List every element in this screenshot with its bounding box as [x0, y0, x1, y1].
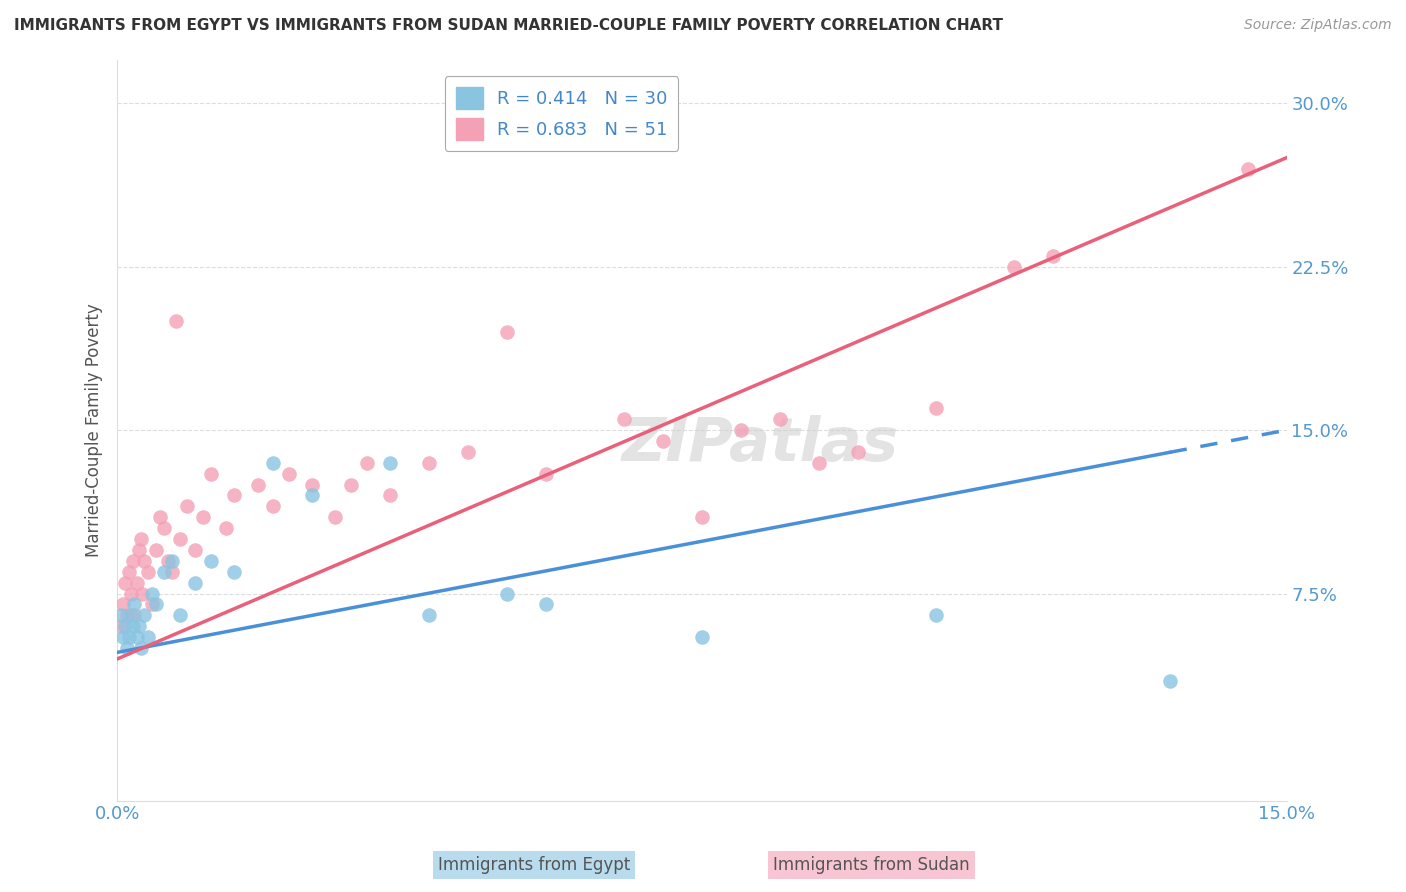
- Point: [134, 554, 156, 568]
- Point: [925, 608, 948, 623]
- Point: [224, 488, 246, 502]
- Point: [690, 630, 713, 644]
- Y-axis label: Married-Couple Family Poverty: Married-Couple Family Poverty: [86, 303, 103, 557]
- Point: [138, 630, 160, 644]
- Point: [131, 586, 153, 600]
- Point: [176, 500, 198, 514]
- Point: [1236, 161, 1258, 176]
- Point: [115, 641, 138, 656]
- Point: [340, 477, 363, 491]
- Point: [378, 456, 401, 470]
- Point: [418, 456, 440, 470]
- Point: [128, 619, 150, 633]
- Text: IMMIGRANTS FROM EGYPT VS IMMIGRANTS FROM SUDAN MARRIED-COUPLE FAMILY POVERTY COR: IMMIGRANTS FROM EGYPT VS IMMIGRANTS FROM…: [14, 18, 1002, 33]
- Point: [124, 608, 146, 623]
- Point: [534, 598, 557, 612]
- Point: [613, 412, 636, 426]
- Point: [169, 608, 191, 623]
- Point: [496, 325, 519, 339]
- Point: [769, 412, 792, 426]
- Point: [496, 586, 519, 600]
- Point: [156, 554, 179, 568]
- Point: [184, 543, 207, 558]
- Point: [110, 608, 132, 623]
- Point: [141, 598, 163, 612]
- Point: [1042, 249, 1064, 263]
- Text: Source: ZipAtlas.com: Source: ZipAtlas.com: [1244, 18, 1392, 32]
- Point: [115, 608, 138, 623]
- Point: [110, 619, 132, 633]
- Text: Immigrants from Sudan: Immigrants from Sudan: [773, 856, 970, 874]
- Point: [114, 575, 136, 590]
- Point: [200, 554, 222, 568]
- Point: [112, 630, 135, 644]
- Point: [138, 565, 160, 579]
- Point: [301, 488, 323, 502]
- Point: [690, 510, 713, 524]
- Point: [378, 488, 401, 502]
- Point: [215, 521, 238, 535]
- Point: [128, 543, 150, 558]
- Point: [120, 608, 142, 623]
- Point: [153, 521, 176, 535]
- Point: [418, 608, 440, 623]
- Point: [145, 598, 167, 612]
- Text: ZIPatlas: ZIPatlas: [621, 416, 898, 475]
- Point: [165, 314, 187, 328]
- Point: [121, 554, 143, 568]
- Point: [145, 543, 167, 558]
- Point: [534, 467, 557, 481]
- Point: [125, 630, 148, 644]
- Point: [118, 630, 141, 644]
- Point: [262, 500, 284, 514]
- Point: [129, 641, 152, 656]
- Point: [846, 445, 869, 459]
- Point: [730, 423, 752, 437]
- Point: [153, 565, 176, 579]
- Point: [125, 575, 148, 590]
- Point: [160, 565, 183, 579]
- Point: [141, 586, 163, 600]
- Point: [200, 467, 222, 481]
- Point: [184, 575, 207, 590]
- Legend: R = 0.414   N = 30, R = 0.683   N = 51: R = 0.414 N = 30, R = 0.683 N = 51: [444, 76, 678, 151]
- Point: [169, 532, 191, 546]
- Point: [121, 619, 143, 633]
- Point: [160, 554, 183, 568]
- Point: [457, 445, 479, 459]
- Point: [356, 456, 378, 470]
- Point: [325, 510, 347, 524]
- Point: [114, 619, 136, 633]
- Point: [129, 532, 152, 546]
- Point: [149, 510, 172, 524]
- Point: [134, 608, 156, 623]
- Point: [807, 456, 830, 470]
- Point: [262, 456, 284, 470]
- Point: [1159, 673, 1181, 688]
- Point: [118, 565, 141, 579]
- Point: [925, 401, 948, 416]
- Point: [246, 477, 269, 491]
- Point: [124, 598, 146, 612]
- Point: [224, 565, 246, 579]
- Text: Immigrants from Egypt: Immigrants from Egypt: [439, 856, 630, 874]
- Point: [120, 586, 142, 600]
- Point: [112, 598, 135, 612]
- Point: [191, 510, 214, 524]
- Point: [651, 434, 673, 448]
- Point: [1002, 260, 1025, 274]
- Point: [277, 467, 299, 481]
- Point: [301, 477, 323, 491]
